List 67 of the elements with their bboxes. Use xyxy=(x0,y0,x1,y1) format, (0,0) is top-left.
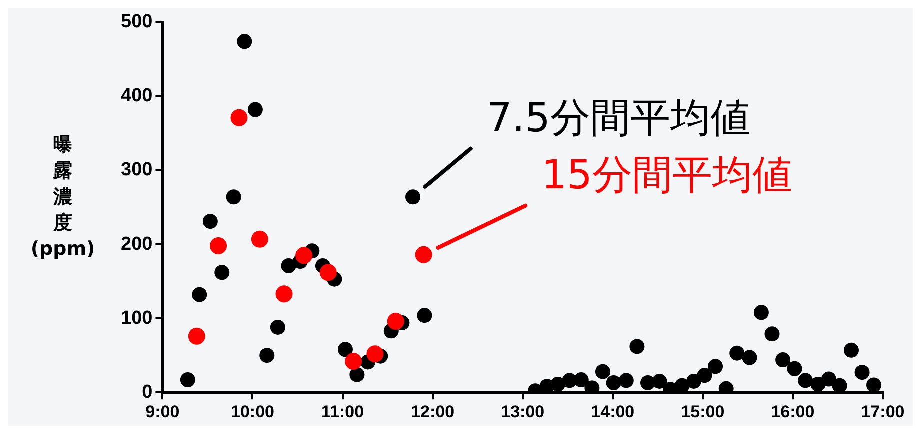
y-tick-label: 500 xyxy=(121,12,153,33)
point xyxy=(230,109,248,126)
y-tick-label: 200 xyxy=(121,234,153,255)
x-tick-label: 11:00 xyxy=(322,402,364,422)
point xyxy=(415,246,432,264)
point xyxy=(350,367,365,382)
point xyxy=(844,342,859,358)
x-tick-label: 14:00 xyxy=(591,402,635,422)
point xyxy=(296,247,313,264)
point xyxy=(202,214,218,230)
x-tick-label: 17:00 xyxy=(861,402,905,422)
x-tick-label: 12:00 xyxy=(411,402,455,422)
point xyxy=(366,346,384,363)
point xyxy=(674,378,690,393)
point xyxy=(338,342,353,358)
text: 7.5分間平均値 xyxy=(486,95,750,142)
point xyxy=(417,308,432,324)
point xyxy=(754,305,769,320)
x-tick-label: 15:00 xyxy=(681,402,725,422)
point xyxy=(730,346,745,361)
y-tick-label: 100 xyxy=(121,308,153,329)
point xyxy=(260,348,275,364)
point xyxy=(237,34,252,50)
point xyxy=(270,320,286,335)
point xyxy=(345,353,362,370)
y-tick-label: 300 xyxy=(121,160,153,181)
point xyxy=(188,328,206,345)
y-tick-label: 400 xyxy=(121,86,153,107)
point xyxy=(866,378,882,393)
point xyxy=(764,326,780,342)
point xyxy=(606,375,622,390)
point xyxy=(787,361,802,376)
point xyxy=(708,359,724,374)
x-tick-label: 16:00 xyxy=(771,402,815,422)
point xyxy=(192,287,208,302)
point xyxy=(595,364,610,380)
point xyxy=(550,376,566,392)
point xyxy=(387,313,404,330)
y-axis-title: 曝露濃度 (ppm) xyxy=(30,133,96,262)
point xyxy=(821,372,836,387)
point xyxy=(832,378,848,393)
point xyxy=(214,265,230,280)
point xyxy=(180,372,196,388)
point xyxy=(618,373,634,388)
point xyxy=(776,352,791,368)
point xyxy=(226,190,242,205)
point xyxy=(798,373,814,388)
point xyxy=(652,374,668,389)
x-tick-label: 10:00 xyxy=(230,402,274,422)
point xyxy=(406,190,421,205)
text: 15分間平均値 xyxy=(542,152,792,198)
x-tick-label: 13:00 xyxy=(501,402,545,422)
point xyxy=(251,230,268,248)
point xyxy=(574,372,589,388)
x-tick-label: 9:00 xyxy=(146,402,180,422)
point xyxy=(630,339,645,354)
point xyxy=(686,374,702,389)
point xyxy=(248,102,263,118)
point xyxy=(281,258,296,274)
y-tick-label: 0 xyxy=(142,382,153,403)
point xyxy=(810,376,826,392)
point xyxy=(210,238,228,254)
point xyxy=(276,286,293,303)
point xyxy=(697,368,712,384)
point xyxy=(854,365,870,380)
point xyxy=(320,264,337,282)
point xyxy=(742,350,758,366)
